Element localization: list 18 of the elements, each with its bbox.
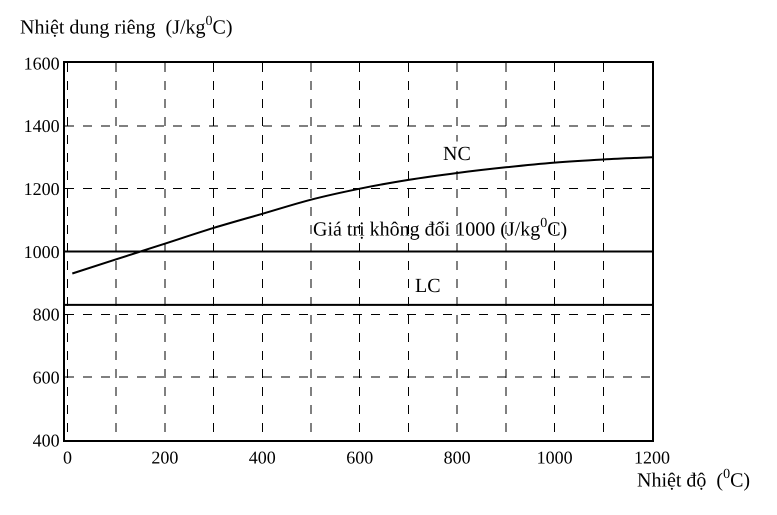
y-tick-label: 1000 [24,242,60,262]
series-label: NC [443,143,471,165]
x-axis-title: Nhiệt độ ($^{0}$C) [637,467,750,492]
y-tick-label: 600 [32,367,60,388]
y-tick-label: 1200 [24,178,60,199]
x-tick-label: 0 [62,447,72,468]
x-tick-label: 1200 [634,447,670,468]
y-tick-label: 400 [32,430,60,450]
y-axis-title: Nhiệt dung riêng (J/kg$^{0}$C) [20,14,233,38]
series-label: LC [415,275,441,297]
x-tick-label: 400 [248,447,276,468]
y-tick-label: 800 [32,304,60,325]
x-tick-label: 800 [444,447,471,468]
y-tick-label: 1400 [24,116,60,136]
x-tick-label: 1000 [536,447,573,468]
y-tick-label: 1600 [24,53,60,74]
x-tick-label: 200 [151,447,178,468]
x-tick-label: 600 [346,447,374,468]
